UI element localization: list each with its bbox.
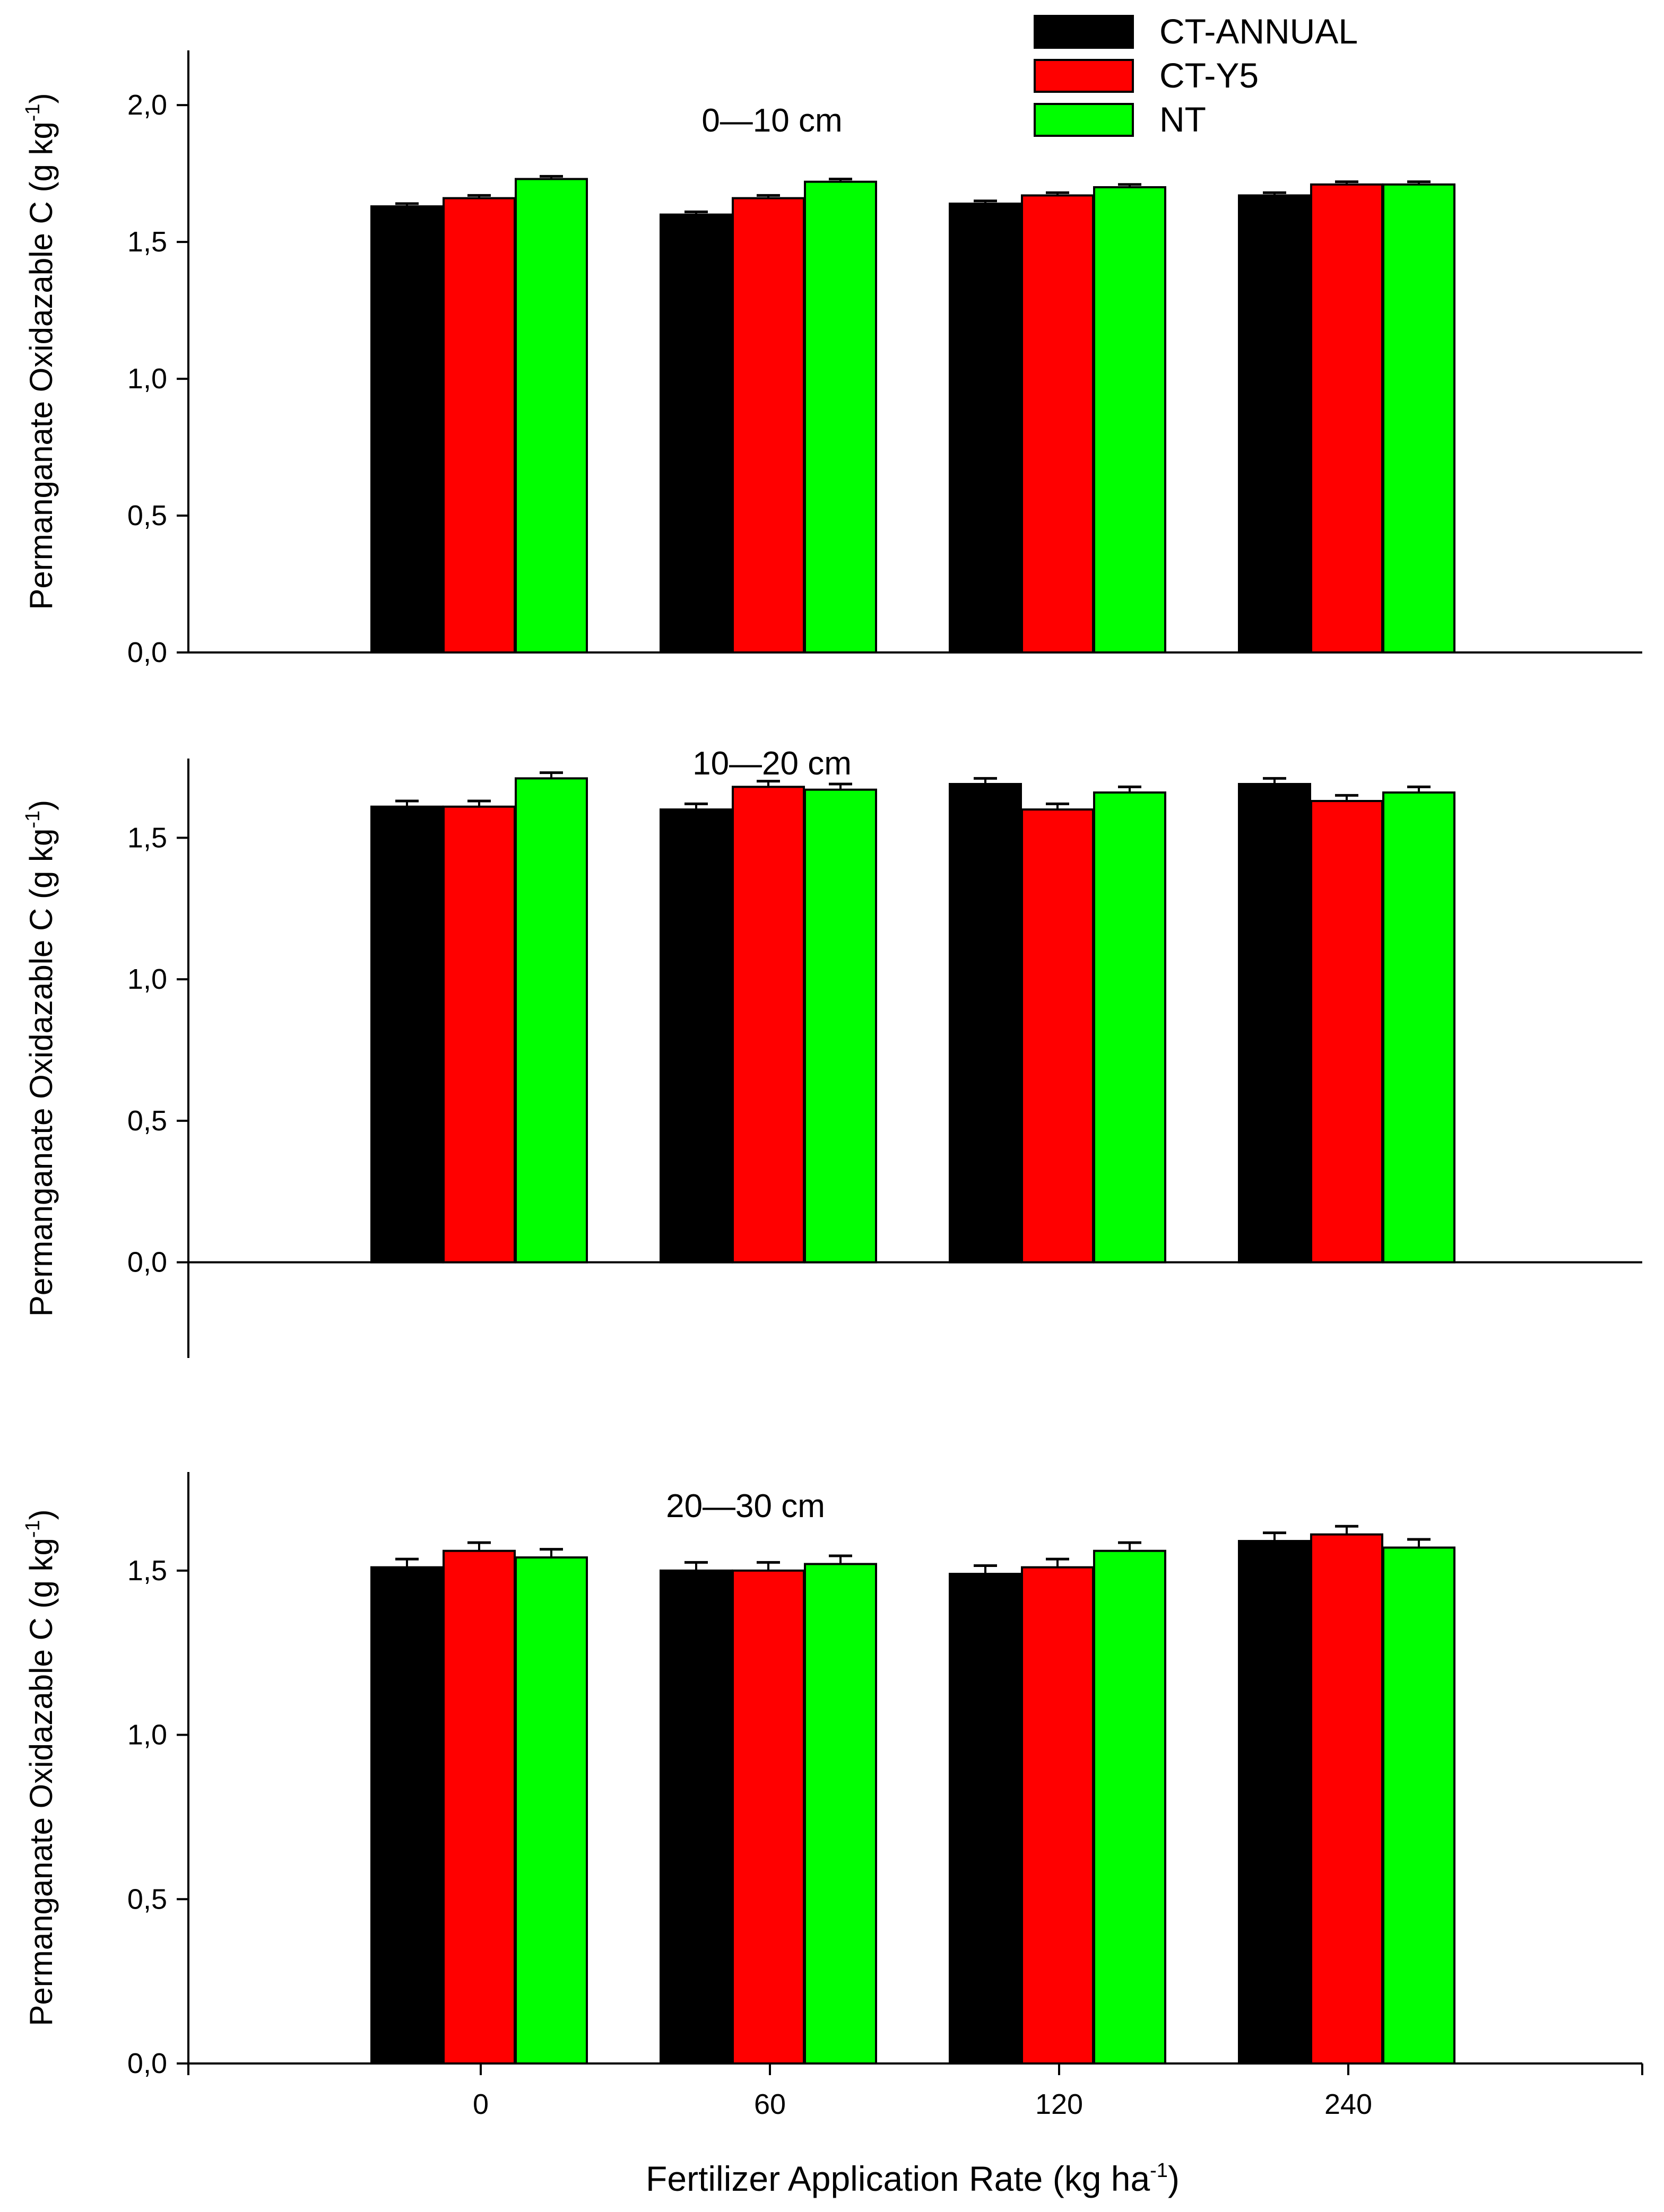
y-tick-label: 0,5	[127, 500, 167, 532]
chart-panel-3: 0,0 0,5 1,0 1,5 0 60 120 240 20—30 cm Permanganat…	[22, 1472, 1643, 2120]
bar-nt-240	[1382, 1546, 1455, 2065]
panel-depth-label: 10—20 cm	[692, 745, 852, 782]
y-tick-label: 0,0	[127, 1247, 167, 1278]
x-tick-label: 240	[1324, 2088, 1372, 2120]
bar-nt-0	[515, 178, 588, 654]
x-tick-label: 120	[1035, 2088, 1083, 2120]
legend-swatch-nt	[1034, 103, 1134, 137]
y-axis-label: Permanganate Oxidazable C (g kg-1)	[22, 93, 59, 609]
bar-ct-y5-0	[443, 805, 516, 1264]
y-axis-label-suffix: )	[23, 93, 59, 103]
y-axis-label-superscript: -1	[22, 1520, 44, 1538]
bar-ct-annual-60	[660, 808, 733, 1264]
bar-ct-y5-60	[732, 197, 805, 654]
bar-ct-annual-120	[949, 783, 1022, 1264]
x-tick-label: 0	[473, 2088, 489, 2120]
y-tick-label: 1,5	[127, 822, 167, 854]
y-axis-label-suffix: )	[23, 800, 59, 811]
bar-ct-y5-0	[443, 1549, 516, 2065]
y-tick-label: 1,0	[127, 1719, 167, 1751]
panel-depth-label: 20—30 cm	[666, 1488, 825, 1525]
y-axis-label-superscript: -1	[22, 811, 44, 829]
bar-ct-annual-0	[370, 805, 444, 1264]
chart-panel-2: 0,0 0,5 1,0 1,5 10—20 cm Permanganate Oxidaza…	[22, 745, 1642, 1358]
bar-nt-120	[1093, 186, 1166, 654]
y-tick-label: 0,0	[127, 637, 167, 668]
y-axis-label-suffix: )	[23, 1509, 59, 1520]
bar-ct-annual-60	[660, 1569, 733, 2065]
y-tick-label: 0,0	[127, 2048, 167, 2079]
y-tick-label: 1,5	[127, 1555, 167, 1587]
y-tick-label: 0,5	[127, 1883, 167, 1915]
bar-nt-60	[804, 1563, 877, 2065]
bar-nt-60	[804, 788, 877, 1264]
y-axis-label-superscript: -1	[22, 103, 44, 121]
bar-ct-y5-0	[443, 197, 516, 654]
y-axis-label-text: Permanganate Oxidazable C (g kg	[23, 121, 59, 610]
legend-label-ct-y5: CT-Y5	[1159, 56, 1259, 95]
x-tick-label: 60	[754, 2088, 786, 2120]
y-axis-label: Permanganate Oxidazable C (g kg-1)	[22, 1509, 59, 2026]
bar-ct-annual-240	[1238, 1540, 1311, 2065]
bar-nt-120	[1093, 1549, 1166, 2065]
bar-ct-annual-240	[1238, 783, 1311, 1264]
bar-nt-60	[804, 180, 877, 654]
x-axis-label-suffix: )	[1168, 2159, 1180, 2198]
bar-ct-y5-60	[732, 786, 805, 1264]
bar-ct-annual-120	[949, 1573, 1022, 2065]
legend: CT-ANNUAL CT-Y5 NT	[1034, 12, 1358, 139]
legend-swatch-ct-annual	[1034, 15, 1134, 49]
bar-ct-y5-240	[1310, 1533, 1383, 2065]
y-tick-label: 1,0	[127, 363, 167, 395]
legend-label-ct-annual: CT-ANNUAL	[1159, 12, 1358, 51]
bar-nt-0	[515, 1556, 588, 2065]
x-axis-label-superscript: -1	[1150, 2159, 1168, 2182]
bar-ct-annual-120	[949, 202, 1022, 654]
y-tick-label: 2,0	[127, 89, 167, 121]
bar-nt-240	[1382, 183, 1455, 654]
bar-ct-y5-240	[1310, 800, 1383, 1264]
y-axis-label-text: Permanganate Oxidazable C (g kg	[23, 1538, 59, 2026]
x-axis-label: Fertilizer Application Rate (kg ha-1)	[646, 2159, 1180, 2198]
x-axis-label-text: Fertilizer Application Rate (kg ha	[646, 2159, 1150, 2198]
y-tick-label: 0,5	[127, 1105, 167, 1137]
bar-ct-annual-60	[660, 213, 733, 654]
bar-ct-annual-240	[1238, 194, 1311, 654]
bar-nt-120	[1093, 791, 1166, 1264]
bar-ct-annual-0	[370, 1566, 444, 2065]
legend-label-nt: NT	[1159, 100, 1206, 139]
panel-depth-label: 0—10 cm	[701, 102, 842, 139]
bar-ct-y5-60	[732, 1569, 805, 2065]
chart-panel-1: 0,0 0,5 1,0 1,5 2,0 0—10 cm Permanganate Oxida…	[22, 50, 1642, 668]
y-axis-label: Permanganate Oxidazable C (g kg-1)	[22, 800, 59, 1317]
bar-nt-0	[515, 777, 588, 1264]
legend-swatch-ct-y5	[1034, 59, 1134, 93]
y-axis-label-text: Permanganate Oxidazable C (g kg	[23, 829, 59, 1317]
bar-ct-y5-120	[1021, 194, 1094, 654]
bar-ct-annual-0	[370, 205, 444, 654]
bar-ct-y5-240	[1310, 183, 1383, 654]
bar-ct-y5-120	[1021, 808, 1094, 1264]
bar-ct-y5-120	[1021, 1566, 1094, 2065]
panels: 0,0 0,5 1,0 1,5 2,0 0—10 cm Permanganate Oxida…	[22, 50, 1643, 2120]
y-tick-label: 1,5	[127, 226, 167, 258]
y-tick-label: 1,0	[127, 963, 167, 995]
bar-nt-240	[1382, 791, 1455, 1264]
